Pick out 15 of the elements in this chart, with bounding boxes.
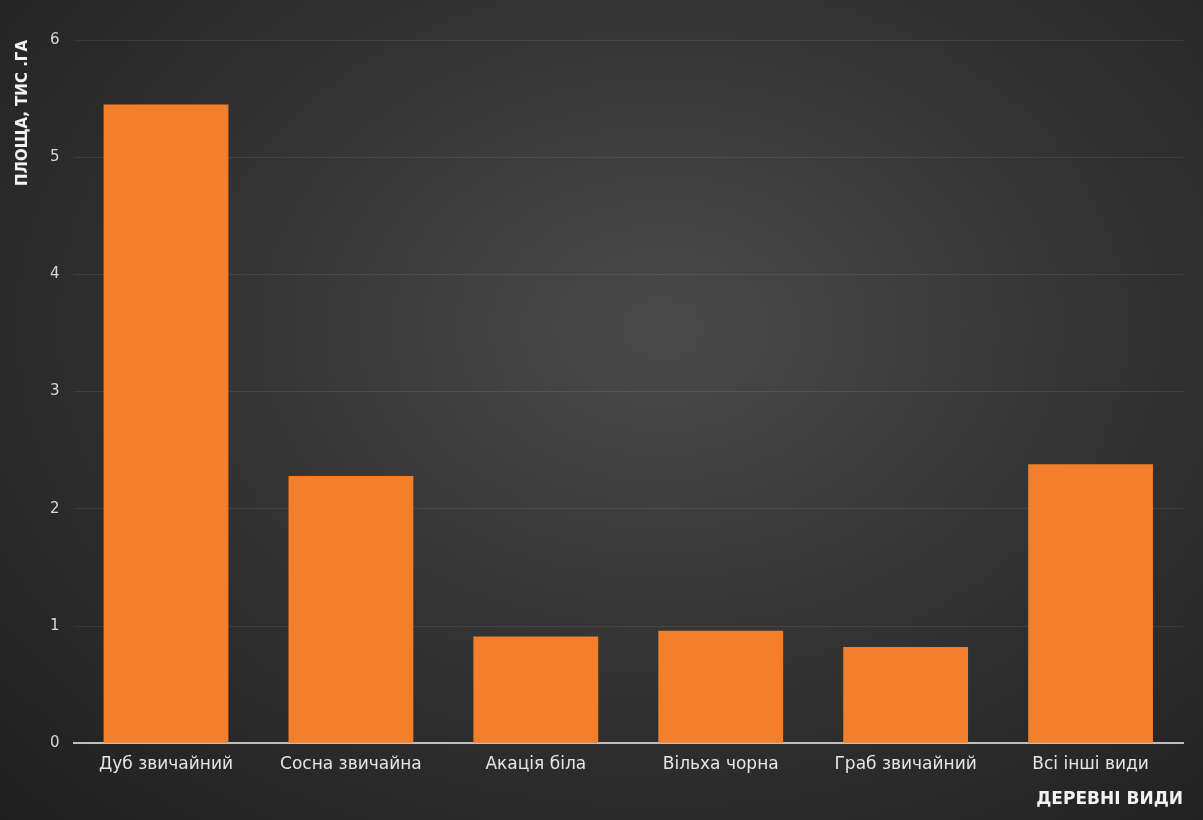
y-tick-label: 4 bbox=[50, 264, 60, 283]
x-tick-label: Всі інші види bbox=[1032, 752, 1149, 773]
x-tick-label: Граб звичайний bbox=[834, 752, 977, 773]
y-tick-label: 0 bbox=[50, 733, 60, 752]
x-axis-title: ДЕРЕВНІ ВИДИ bbox=[1036, 788, 1183, 809]
x-tick-label: Акація біла bbox=[485, 752, 587, 773]
x-tick-label: Дуб звичайний bbox=[98, 752, 234, 773]
x-tick-label: Вільха чорна bbox=[662, 752, 779, 773]
x-tick-label: Сосна звичайна bbox=[280, 752, 422, 773]
y-tick-label: 2 bbox=[50, 498, 60, 517]
y-tick-label: 3 bbox=[50, 381, 60, 400]
y-tick-label: 5 bbox=[50, 147, 60, 166]
y-tick-label: 6 bbox=[50, 29, 60, 48]
y-axis-title: ПЛОЩА, ТИС .ГА bbox=[12, 39, 31, 187]
y-tick-label: 1 bbox=[50, 615, 60, 634]
